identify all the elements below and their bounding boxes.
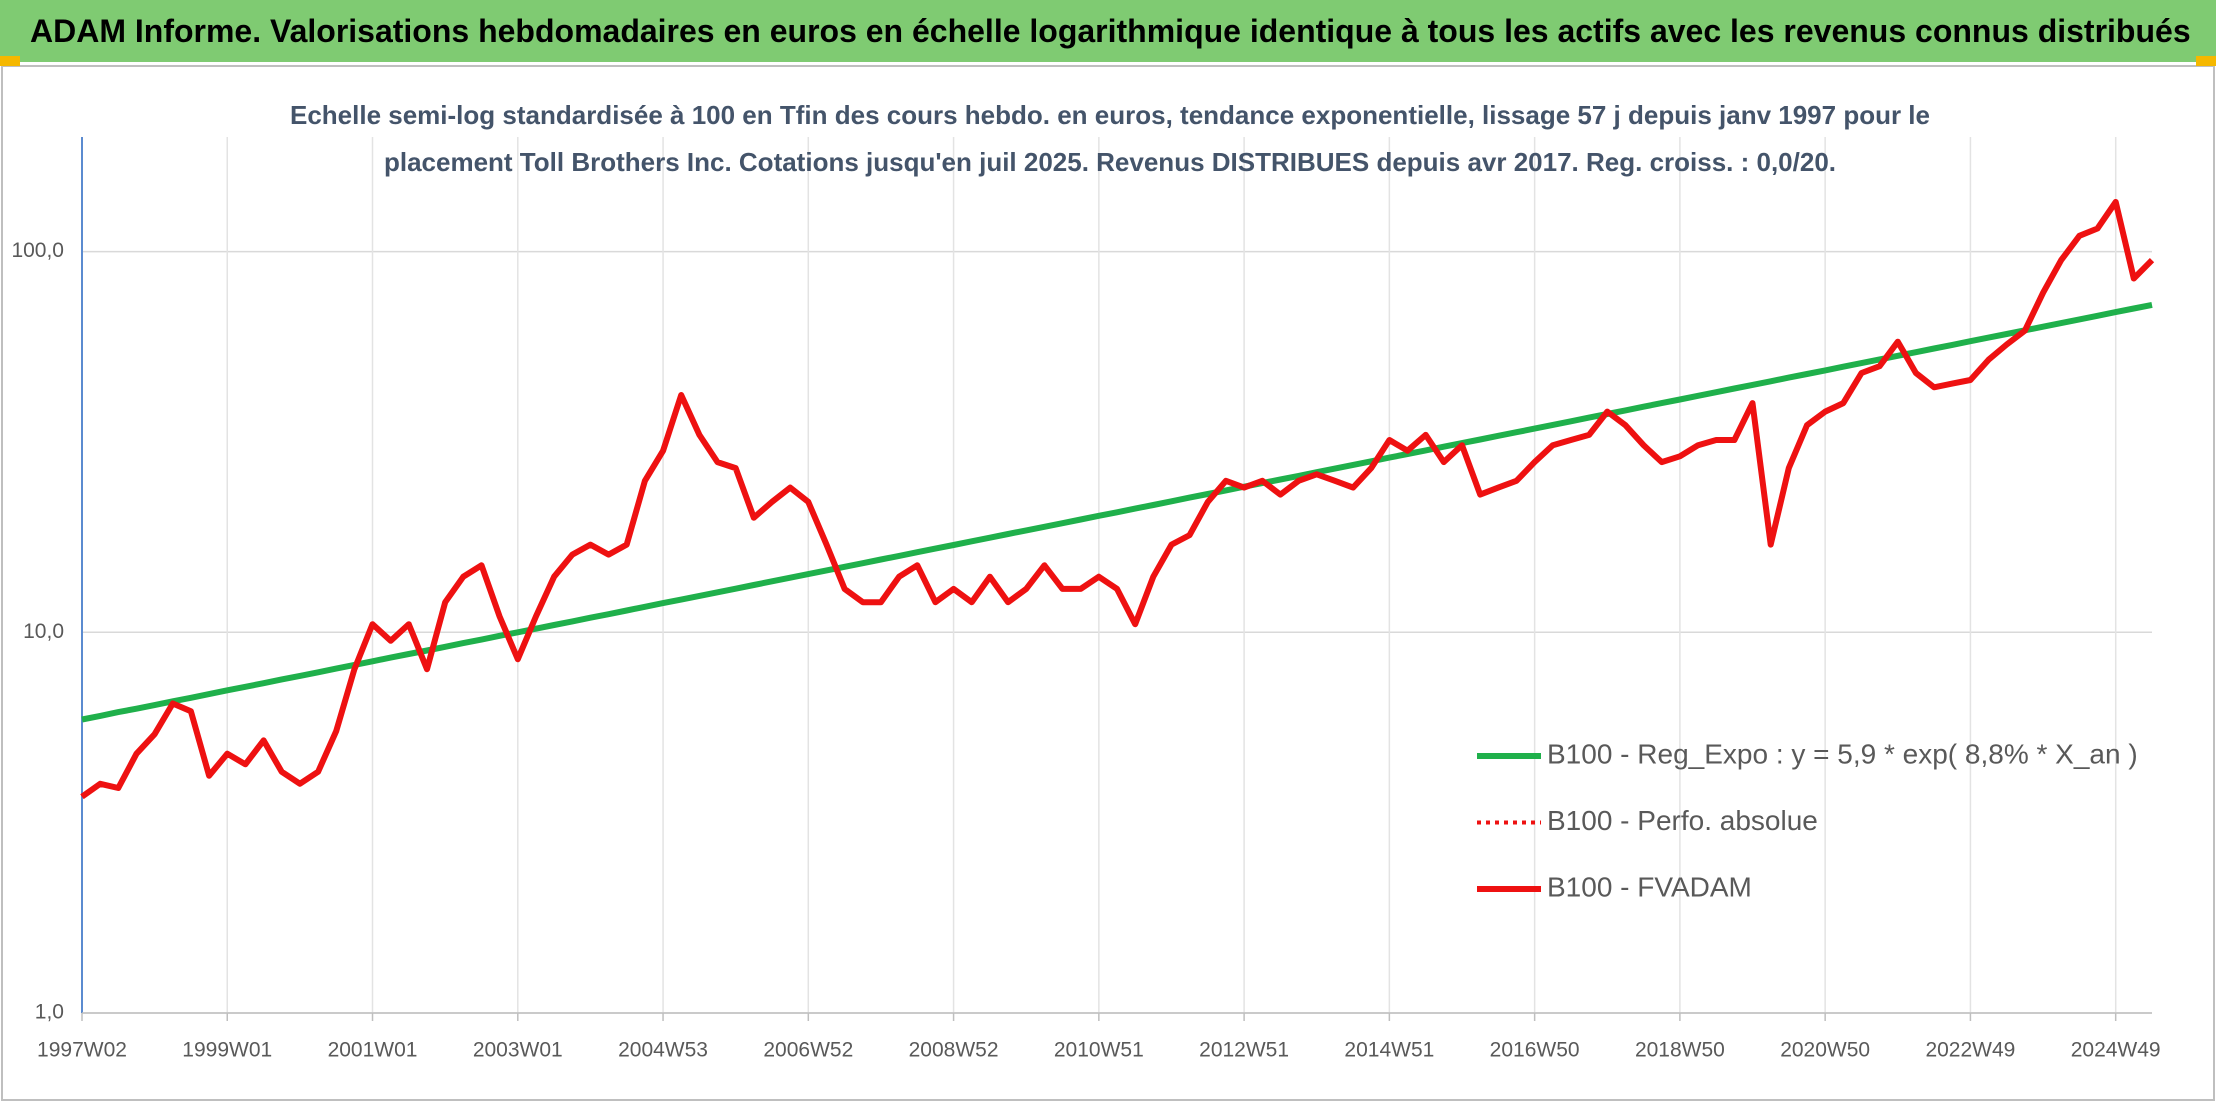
- x-tick-label: 2008W52: [909, 1039, 999, 1062]
- x-tick-label: 2010W51: [1054, 1039, 1144, 1062]
- corner-mark: [2196, 56, 2216, 66]
- x-tick-label: 2012W51: [1199, 1039, 1289, 1062]
- legend-label: B100 - FVADAM: [1547, 871, 1752, 902]
- x-tick-label: 2020W50: [1780, 1039, 1870, 1062]
- x-tick-label: 2022W49: [1925, 1039, 2015, 1062]
- chart-border: [1, 65, 2215, 1101]
- corner-mark: [0, 56, 20, 66]
- series-line: [81, 301, 2153, 723]
- x-tick-label: 2018W50: [1635, 1039, 1725, 1062]
- x-tick-label: 2006W52: [763, 1039, 853, 1062]
- series-line: [80, 200, 2154, 799]
- x-tick-label: 2001W01: [328, 1039, 418, 1062]
- legend-label: B100 - Reg_Expo : y = 5,9 * exp( 8,8% * …: [1547, 738, 2138, 769]
- x-tick-label: 2003W01: [473, 1039, 563, 1062]
- x-tick-label: 2024W49: [2071, 1039, 2161, 1062]
- x-tick-label: 1999W01: [182, 1039, 272, 1062]
- x-tick-label: 2014W51: [1344, 1039, 1434, 1062]
- page-header: ADAM Informe. Valorisations hebdomadaire…: [0, 0, 2216, 62]
- y-tick-label: 1,0: [35, 1001, 64, 1024]
- chart-title: Echelle semi-log standardisée à 100 en T…: [289, 100, 1930, 177]
- y-tick-label: 10,0: [23, 620, 64, 643]
- series-line: [80, 199, 2155, 800]
- y-tick-label: 100,0: [11, 239, 64, 262]
- x-tick-label: 2004W53: [618, 1039, 708, 1062]
- legend-label: B100 - Perfo. absolue: [1547, 805, 1818, 836]
- x-tick-label: 2016W50: [1490, 1039, 1580, 1062]
- x-tick-label: 1997W02: [37, 1039, 127, 1062]
